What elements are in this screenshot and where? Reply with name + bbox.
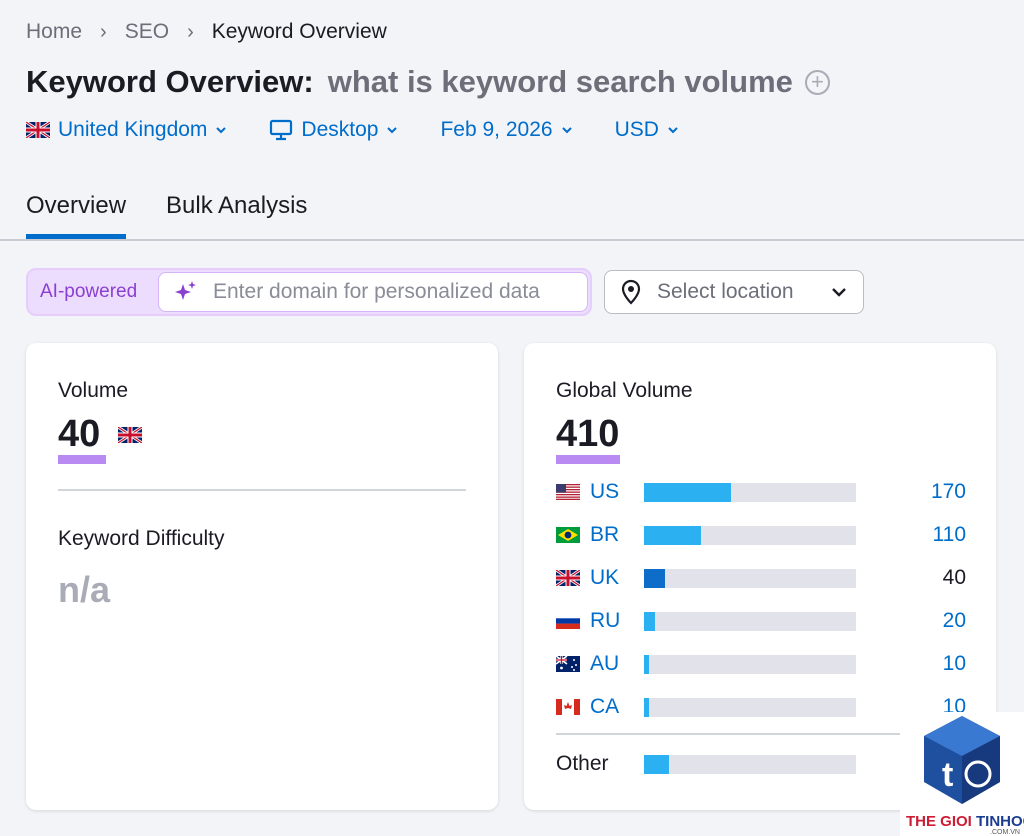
chevron-right-icon: › [100, 20, 107, 43]
country-bar-fill [644, 568, 665, 588]
country-value[interactable]: 170 [930, 480, 966, 503]
device-filter[interactable]: Desktop [269, 118, 398, 142]
us-flag-icon [556, 484, 580, 500]
country-code[interactable]: AU [590, 652, 620, 675]
country-bar [644, 611, 856, 631]
breadcrumb-current: Keyword Overview [211, 20, 387, 43]
domain-input-placeholder: Enter domain for personalized data [213, 280, 540, 303]
uk-flag-icon [26, 122, 50, 138]
ai-powered-badge: AI-powered [40, 281, 138, 302]
chevron-down-icon [387, 127, 398, 134]
country-bar-fill [644, 482, 731, 502]
country-filter-label: United Kingdom [58, 118, 208, 141]
volume-card: Volume 40 Keyword Difficulty n/a [26, 343, 498, 810]
country-value: 40 [942, 566, 966, 589]
date-filter-label: Feb 9, 2026 [440, 118, 553, 141]
location-pin-icon [621, 279, 641, 305]
other-bar [644, 754, 856, 774]
currency-filter-label: USD [614, 118, 659, 141]
country-value[interactable]: 10 [942, 652, 966, 675]
tab-bulk-analysis[interactable]: Bulk Analysis [166, 192, 308, 219]
chevron-right-icon: › [187, 20, 194, 43]
chevron-down-icon [832, 288, 846, 297]
volume-label: Volume [58, 379, 129, 402]
other-bar-fill [644, 754, 669, 774]
country-row-ru: RU 20 [556, 606, 966, 636]
uk-flag-icon [118, 427, 142, 443]
country-row-us: US 170 [556, 477, 966, 507]
volume-value: 40 [58, 413, 101, 455]
breadcrumb-home[interactable]: Home [26, 20, 83, 43]
other-label: Other [556, 752, 609, 775]
desktop-icon [270, 119, 293, 141]
country-row-au: AU 10 [556, 649, 966, 679]
page-title-label: Keyword Overview: [26, 64, 314, 99]
keyword-difficulty-value: n/a [58, 569, 111, 610]
domain-input[interactable]: Enter domain for personalized data [158, 272, 588, 312]
country-code[interactable]: UK [590, 566, 620, 589]
country-bar-fill [644, 697, 649, 717]
tab-bar: Overview Bulk Analysis [0, 186, 1024, 241]
country-row-uk: UK 40 [556, 563, 966, 593]
keyword-text: what is keyword search volume [327, 64, 793, 99]
chevron-down-icon [216, 127, 227, 134]
svg-text:t: t [942, 756, 953, 794]
cube-logo-icon: t [924, 716, 1000, 804]
global-volume-underline [556, 455, 620, 464]
device-filter-label: Desktop [301, 118, 379, 141]
add-keyword-icon[interactable]: + [804, 69, 830, 95]
chevron-down-icon [561, 127, 572, 134]
divider [556, 733, 932, 735]
ai-personalize-box: AI-powered Enter domain for personalized… [26, 268, 592, 316]
country-code[interactable]: US [590, 480, 620, 503]
global-volume-label: Global Volume [556, 379, 693, 402]
watermark-subtext: .COM.VN [990, 829, 1020, 836]
watermark-text: THE GIOI TINHOC [906, 813, 1024, 830]
date-filter[interactable]: Feb 9, 2026 [440, 118, 572, 142]
country-bar [644, 697, 856, 717]
country-bar [644, 568, 856, 588]
country-code[interactable]: CA [590, 695, 620, 718]
country-bar [644, 525, 856, 545]
country-code[interactable]: RU [590, 609, 621, 632]
location-select[interactable]: Select location [604, 270, 864, 314]
breadcrumb-seo[interactable]: SEO [124, 20, 170, 43]
ru-flag-icon [556, 613, 580, 629]
watermark-logo: t THE GIOI TINHOC .COM.VN [900, 712, 1024, 836]
keyword-difficulty-label: Keyword Difficulty [58, 527, 225, 550]
au-flag-icon [556, 656, 580, 672]
country-bar-fill [644, 611, 655, 631]
country-row-ca: CA 10 [556, 692, 966, 722]
country-row-br: BR 110 [556, 520, 966, 550]
country-code[interactable]: BR [590, 523, 620, 546]
watermark-text-red: THE GIOI [906, 813, 977, 830]
ca-flag-icon [556, 699, 580, 715]
currency-filter[interactable]: USD [615, 118, 679, 142]
page-title: Keyword Overview: what is keyword search… [26, 64, 830, 100]
country-filter[interactable]: United Kingdom [26, 118, 227, 142]
tab-overview[interactable]: Overview [26, 192, 127, 239]
country-bar-fill [644, 654, 649, 674]
watermark-text-blue: TINHOC [976, 813, 1024, 830]
global-volume-value: 410 [556, 413, 620, 455]
country-bar [644, 482, 856, 502]
volume-underline [58, 455, 106, 464]
filters-bar: United Kingdom Desktop Feb 9, 2026 USD [26, 118, 721, 142]
country-value[interactable]: 20 [942, 609, 966, 632]
country-bar-fill [644, 525, 701, 545]
divider [58, 489, 466, 491]
country-value[interactable]: 110 [932, 523, 966, 546]
uk-flag-icon [556, 570, 580, 586]
chevron-down-icon [668, 127, 678, 134]
br-flag-icon [556, 527, 580, 543]
location-select-placeholder: Select location [657, 280, 794, 303]
country-bar [644, 654, 856, 674]
breadcrumb: Home › SEO › Keyword Overview [26, 20, 387, 44]
sparkle-icon [175, 281, 196, 300]
